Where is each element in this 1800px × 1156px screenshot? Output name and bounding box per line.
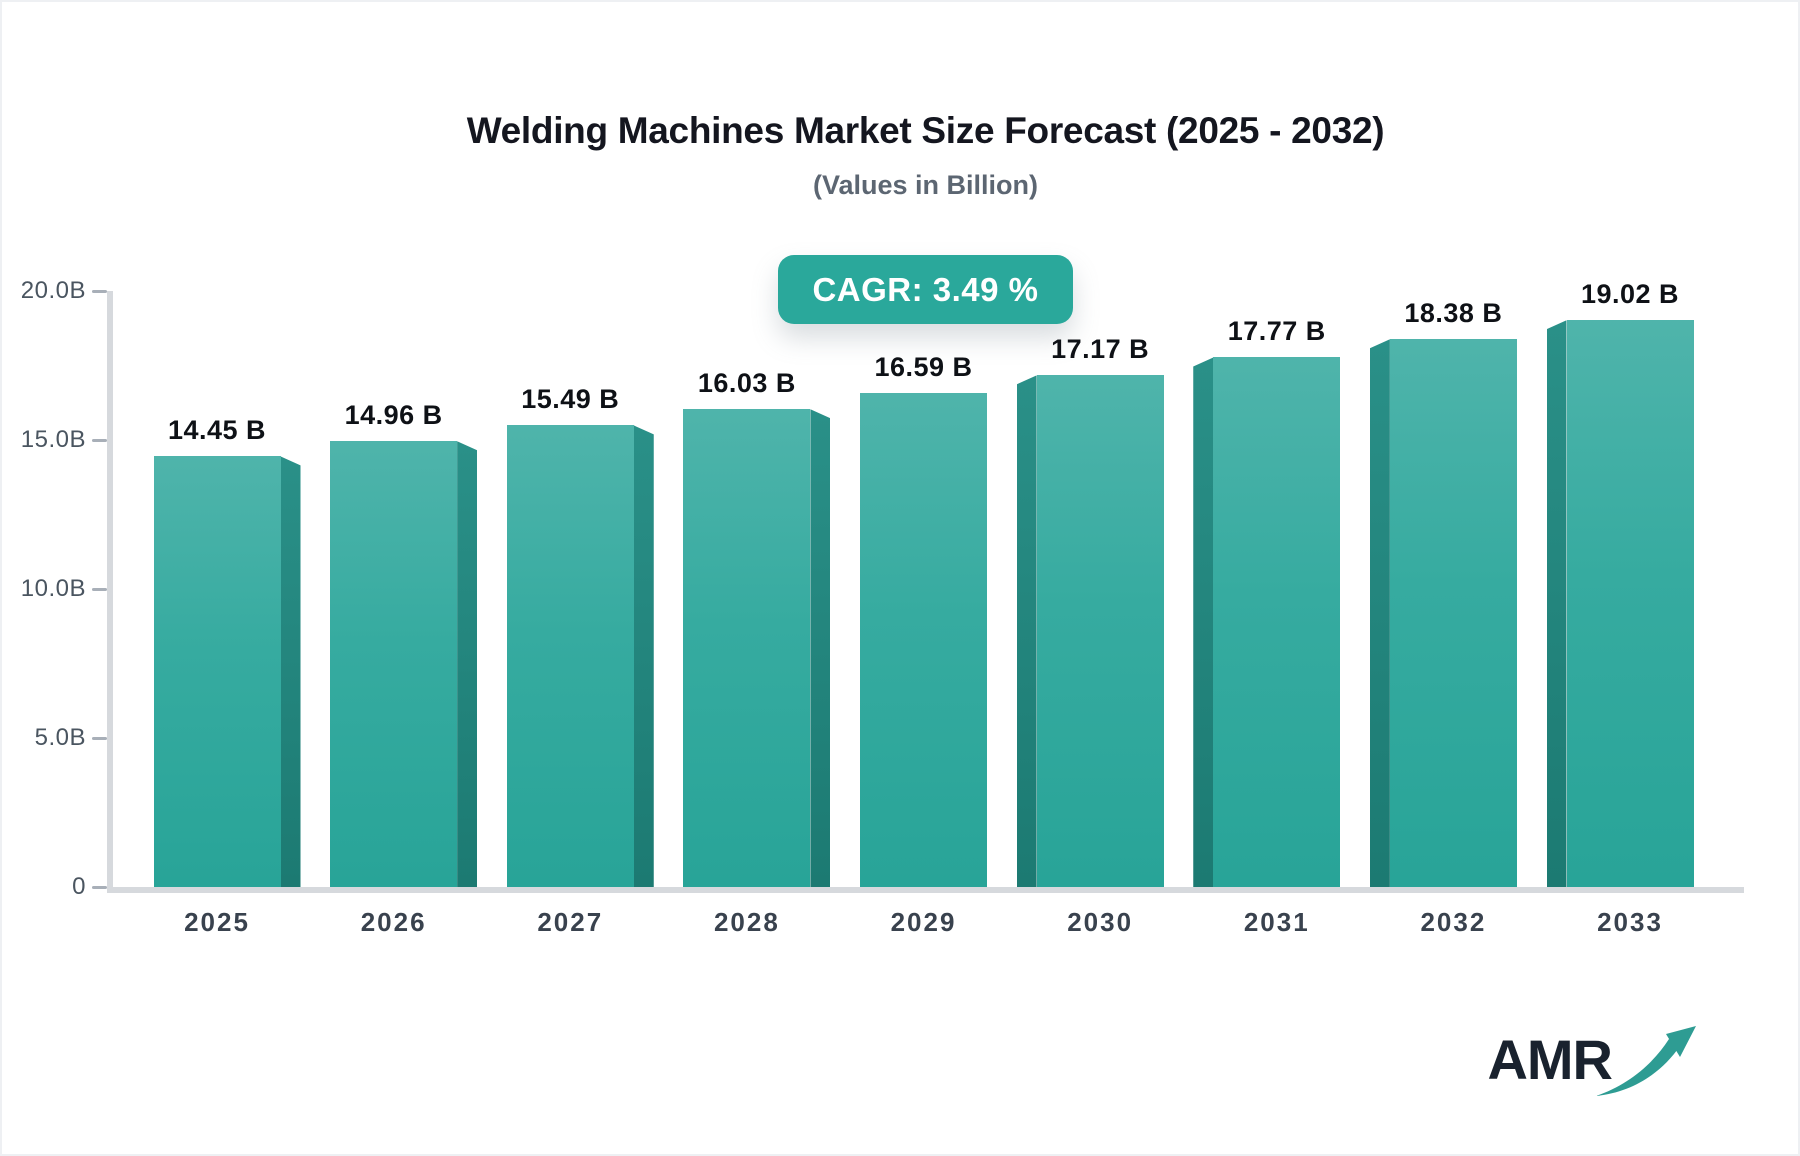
- bar-2028: [683, 409, 811, 887]
- bar-value-label: 17.17 B: [1051, 334, 1150, 365]
- y-axis-line: [107, 291, 113, 893]
- bar-2031: [1213, 357, 1341, 887]
- y-tick-mark: [92, 438, 107, 442]
- bar-bevel-2026: [457, 441, 478, 887]
- x-tick-label: 2033: [1597, 907, 1663, 937]
- bar-value-label: 15.49 B: [521, 384, 620, 415]
- bar-value-label: 16.03 B: [697, 368, 796, 399]
- y-tick-mark: [92, 736, 107, 740]
- bar-bevel-2033: [1546, 320, 1567, 887]
- growth-arrow-icon: [1596, 1026, 1696, 1096]
- bar-value-label: 17.77 B: [1227, 316, 1326, 347]
- x-tick-label: 2029: [890, 907, 957, 937]
- y-tick-label: 20.0B: [20, 277, 86, 304]
- y-tick-mark: [92, 885, 107, 889]
- cagr-badge: CAGR: 3.49 %: [778, 255, 1073, 324]
- bar-value-label: 18.38 B: [1404, 298, 1503, 329]
- cagr-badge-wrap: CAGR: 3.49 %: [107, 255, 1744, 324]
- bar-bevel-2032: [1369, 339, 1390, 887]
- bar-2030: [1036, 375, 1164, 887]
- chart-title: Welding Machines Market Size Forecast (2…: [466, 110, 1385, 151]
- y-tick-label: 15.0B: [20, 426, 86, 453]
- bar-2029: [860, 392, 987, 887]
- x-tick-label: 2025: [184, 907, 250, 937]
- x-tick-label: 2028: [713, 907, 780, 937]
- x-axis-line: [107, 887, 1744, 893]
- y-tick-label: 0: [72, 873, 86, 900]
- x-tick-label: 2027: [537, 907, 604, 937]
- bar-value-label: 16.59 B: [874, 351, 973, 382]
- bar-bevel-2025: [280, 456, 301, 887]
- bar-2032: [1389, 339, 1517, 887]
- bar-value-label: 14.96 B: [344, 400, 443, 431]
- chart-subtitle: (Values in Billion): [812, 170, 1039, 200]
- bar-2033: [1566, 320, 1694, 887]
- x-tick-label: 2031: [1243, 907, 1310, 937]
- bar-2027: [506, 425, 634, 887]
- x-tick-label: 2030: [1067, 907, 1134, 937]
- amr-logo-text: AMR: [1487, 1027, 1613, 1091]
- amr-logo: AMR: [1487, 1016, 1700, 1102]
- bar-value-label: 14.45 B: [167, 415, 267, 446]
- bar-bevel-2027: [633, 425, 654, 887]
- bar-bevel-2030: [1016, 375, 1037, 887]
- y-tick-mark: [92, 587, 107, 591]
- bar-value-label: 19.02 B: [1580, 279, 1680, 310]
- y-tick-mark: [92, 289, 107, 293]
- bar-bevel-2028: [810, 409, 831, 887]
- x-tick-label: 2032: [1420, 907, 1487, 937]
- y-tick-label: 5.0B: [34, 724, 86, 751]
- bar-2026: [330, 441, 458, 887]
- x-tick-label: 2026: [360, 907, 427, 937]
- bar-bevel-2031: [1193, 357, 1214, 887]
- y-tick-label: 10.0B: [20, 575, 86, 602]
- bar-2025: [153, 456, 281, 887]
